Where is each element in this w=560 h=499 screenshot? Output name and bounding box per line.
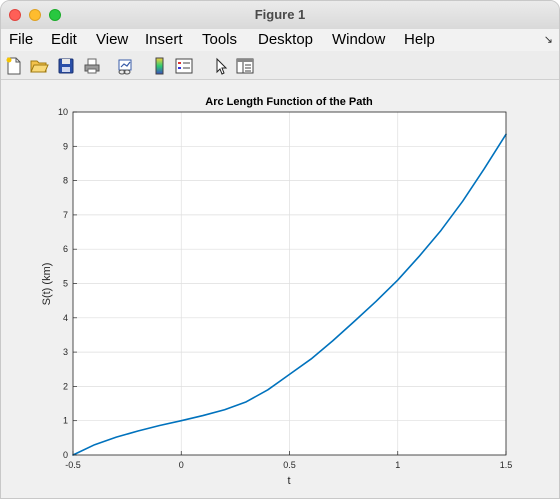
print-icon[interactable] [82, 56, 102, 76]
y-tick-label: 4 [63, 313, 68, 323]
edit-plot-pointer-icon[interactable] [211, 56, 231, 76]
title-bar[interactable]: Figure 1 [1, 1, 559, 29]
y-tick-label: 9 [63, 141, 68, 151]
y-tick-label: 2 [63, 381, 68, 391]
y-tick-label: 1 [63, 416, 68, 426]
y-tick-label: 5 [63, 279, 68, 289]
menu-window[interactable]: Window [332, 31, 385, 48]
window-title: Figure 1 [1, 7, 559, 22]
y-tick-label: 10 [58, 107, 68, 117]
chart-title: Arc Length Function of the Path [205, 96, 373, 108]
menu-tools[interactable]: Tools [202, 31, 237, 48]
insert-colorbar-icon[interactable] [150, 56, 170, 76]
menu-view[interactable]: View [96, 31, 128, 48]
open-file-icon[interactable] [29, 56, 49, 76]
x-tick-label: 0.5 [283, 460, 296, 470]
y-axis-label: S(t) (km) [41, 263, 53, 306]
x-tick-label: -0.5 [65, 460, 81, 470]
dock-arrow-icon[interactable]: ↘ [544, 33, 553, 46]
x-tick-label: 1 [395, 460, 400, 470]
line-plot[interactable]: Arc Length Function of the Path -0.5 0 0.5… [1, 80, 559, 499]
figure-canvas: Arc Length Function of the Path -0.5 0 0.5… [1, 80, 560, 499]
link-plot-icon[interactable] [115, 56, 135, 76]
menu-bar: File Edit View Insert Tools Desktop Wind… [1, 29, 559, 51]
new-figure-icon[interactable] [4, 56, 24, 76]
menu-help[interactable]: Help [404, 31, 435, 48]
insert-legend-icon[interactable] [174, 56, 194, 76]
x-axis-label: t [287, 475, 290, 487]
y-tick-label: 6 [63, 244, 68, 254]
x-tick-label: 1.5 [500, 460, 513, 470]
menu-insert[interactable]: Insert [145, 31, 183, 48]
menu-file[interactable]: File [9, 31, 33, 48]
figure-toolbar [1, 53, 559, 80]
menu-desktop[interactable]: Desktop [258, 31, 313, 48]
save-icon[interactable] [56, 56, 76, 76]
property-inspector-icon[interactable] [235, 56, 255, 76]
y-tick-label: 7 [63, 210, 68, 220]
x-tick-label: 0 [179, 460, 184, 470]
menu-edit[interactable]: Edit [51, 31, 77, 48]
y-tick-label: 0 [63, 450, 68, 460]
y-tick-label: 3 [63, 347, 68, 357]
y-tick-label: 8 [63, 176, 68, 186]
